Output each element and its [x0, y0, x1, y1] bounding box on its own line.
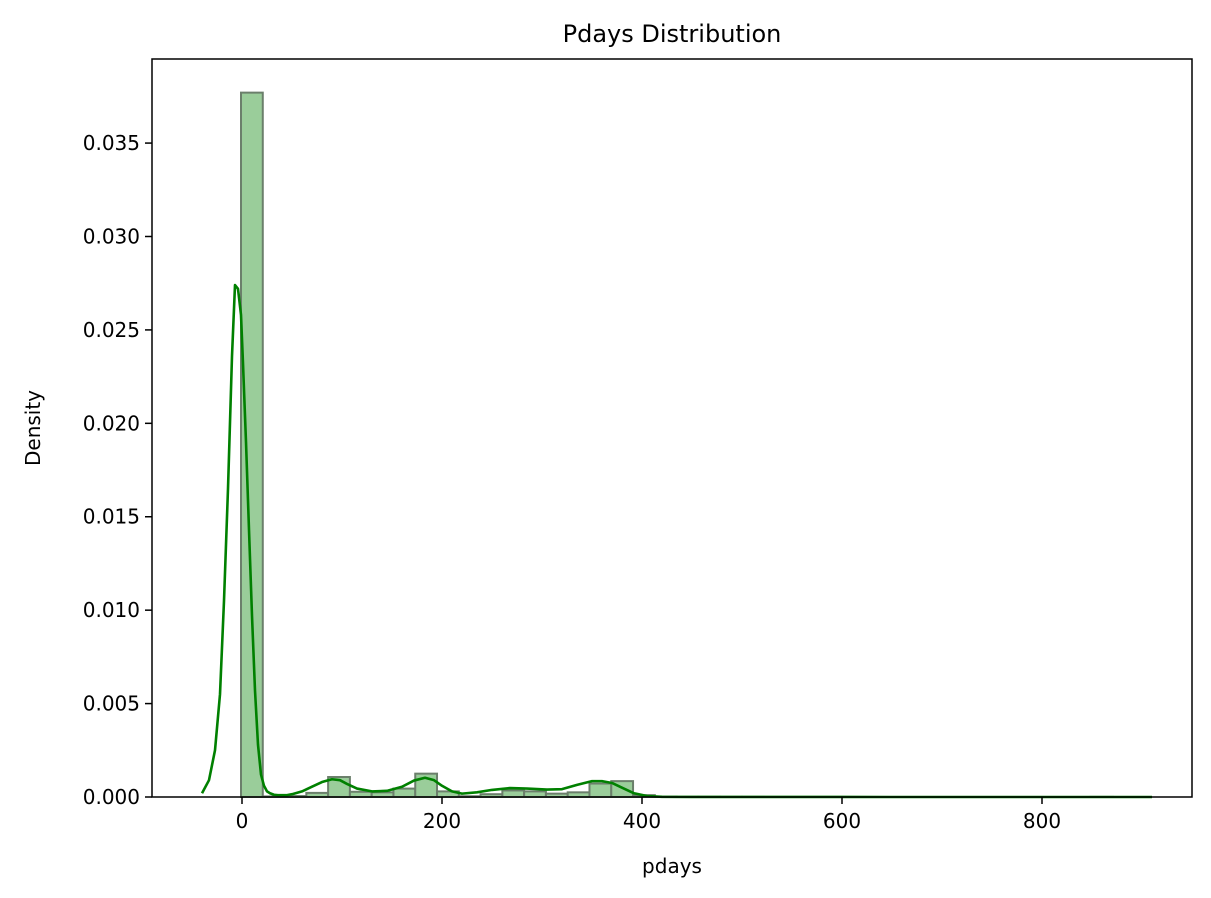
- y-tick-label: 0.020: [83, 411, 140, 435]
- y-tick-label: 0.010: [83, 598, 140, 622]
- y-tick-label: 0.025: [83, 318, 140, 342]
- x-tick-label: 800: [1023, 809, 1061, 833]
- y-tick-label: 0.015: [83, 505, 140, 529]
- y-axis-ticks: 0.000 0.005 0.010 0.015 0.020 0.025 0.030 0.035: [83, 131, 152, 809]
- x-tick-label: 400: [623, 809, 661, 833]
- plot-area-frame: [151, 58, 1193, 798]
- y-axis-label: Density: [21, 390, 45, 466]
- histogram-bar: [523, 790, 547, 799]
- histogram-bar: [348, 790, 373, 799]
- histogram-bar: [501, 789, 526, 799]
- y-tick-label: 0.030: [83, 224, 140, 248]
- y-tick-label: 0.005: [83, 692, 140, 716]
- x-axis-label: pdays: [642, 854, 702, 878]
- histogram-bar: [240, 91, 264, 798]
- x-tick-label: 200: [423, 809, 461, 833]
- y-tick-label: 0.000: [83, 785, 140, 809]
- kde-curve-group: [200, 283, 1152, 799]
- x-tick-label: 600: [823, 809, 861, 833]
- chart-title: Pdays Distribution: [563, 20, 782, 48]
- x-tick-label: 0: [236, 809, 249, 833]
- kde-line: [200, 283, 1152, 799]
- histogram-bar: [392, 787, 417, 799]
- histogram-bar: [588, 782, 613, 798]
- x-axis-ticks: 0 200 400 600 800: [236, 797, 1061, 833]
- y-tick-label: 0.035: [83, 131, 140, 155]
